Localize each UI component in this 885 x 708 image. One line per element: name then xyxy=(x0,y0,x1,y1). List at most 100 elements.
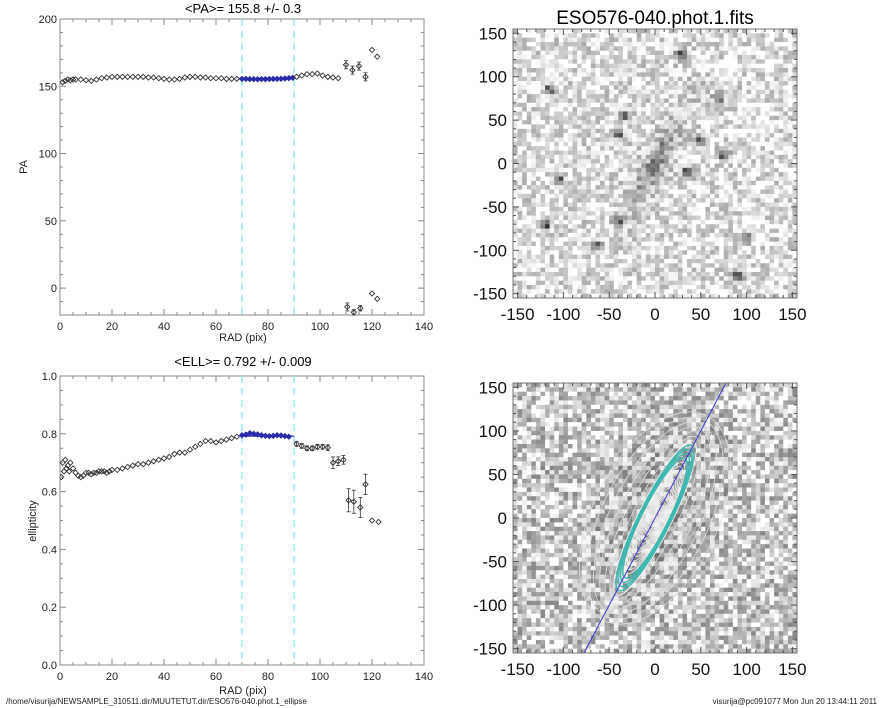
image-pixel xyxy=(549,50,555,56)
image-pixel xyxy=(760,215,766,221)
image-pixel xyxy=(572,276,578,282)
image-pixel xyxy=(632,228,638,234)
image-pixel xyxy=(682,185,688,190)
image-pixel xyxy=(517,124,523,130)
image-pixel xyxy=(774,137,780,143)
y-tick-label: 150 xyxy=(39,81,57,93)
image-pixel xyxy=(668,102,674,108)
image-pixel xyxy=(604,42,610,47)
image-pixel xyxy=(691,241,697,247)
image-pixel xyxy=(545,185,551,190)
image-pixel xyxy=(558,163,564,169)
image-pixel xyxy=(687,198,693,203)
image-pixel xyxy=(700,185,706,190)
image-pixel xyxy=(526,133,532,138)
image-pixel xyxy=(732,72,738,78)
image-pixel xyxy=(764,383,770,388)
image-pixel xyxy=(751,387,757,393)
image-pixel xyxy=(636,254,642,260)
image-pixel xyxy=(677,250,683,256)
image-pixel xyxy=(714,185,720,190)
image-pixel xyxy=(687,263,693,269)
image-pixel xyxy=(732,89,738,95)
image-pixel xyxy=(632,146,638,151)
image-pixel xyxy=(609,102,615,108)
image-pixel xyxy=(613,202,619,208)
image-pixel xyxy=(522,137,528,143)
image-pixel xyxy=(792,37,797,43)
data-point xyxy=(124,73,131,81)
image-pixel xyxy=(778,55,784,60)
image-pixel xyxy=(622,237,628,242)
image-pixel xyxy=(723,250,729,256)
image-pixel xyxy=(728,137,734,143)
image-pixel xyxy=(549,76,555,82)
image-pixel xyxy=(760,172,766,177)
image-pixel xyxy=(728,267,734,273)
image-pixel xyxy=(535,417,541,423)
image-pixel xyxy=(595,224,601,229)
image-pixel xyxy=(687,120,693,125)
image-pixel xyxy=(774,154,780,160)
image-pixel xyxy=(595,219,601,225)
image-pixel xyxy=(760,107,766,112)
image-pixel xyxy=(673,289,679,295)
image-pixel xyxy=(554,254,560,260)
image-pixel xyxy=(540,98,546,104)
image-pixel xyxy=(714,133,720,138)
image-pixel xyxy=(572,404,578,410)
data-point xyxy=(308,70,316,78)
image-pixel xyxy=(554,245,560,251)
image-pixel xyxy=(778,276,784,282)
image-pixel xyxy=(696,120,702,125)
image-pixel xyxy=(742,63,748,69)
image-pixel xyxy=(600,289,606,295)
image-pixel xyxy=(558,224,564,229)
image-pixel xyxy=(737,404,743,410)
image-pixel xyxy=(728,107,734,112)
image-pixel xyxy=(700,120,706,125)
image-pixel xyxy=(705,159,711,164)
image-pixel xyxy=(705,85,711,91)
image-pixel xyxy=(728,413,734,419)
image-pixel xyxy=(787,124,793,130)
image-pixel xyxy=(513,250,518,256)
image-pixel xyxy=(622,219,628,225)
image-pixel xyxy=(783,202,789,208)
image-pixel xyxy=(577,254,583,260)
image-pixel xyxy=(792,68,797,73)
image-pixel xyxy=(778,172,784,177)
image-pixel xyxy=(778,124,784,130)
image-pixel xyxy=(751,167,757,173)
data-point xyxy=(67,459,74,466)
image-pixel xyxy=(755,63,761,69)
data-point xyxy=(303,445,311,452)
image-pixel xyxy=(705,250,711,256)
image-pixel xyxy=(760,284,766,290)
image-pixel xyxy=(636,46,642,52)
image-pixel xyxy=(627,124,633,130)
image-pixel xyxy=(723,102,729,108)
image-pixel xyxy=(586,33,592,39)
image-pixel xyxy=(696,137,702,143)
image-pixel xyxy=(627,154,633,160)
image-pixel xyxy=(517,81,523,86)
image-pixel xyxy=(645,284,651,290)
image-pixel xyxy=(668,42,674,47)
image-pixel xyxy=(778,146,784,151)
image-pixel xyxy=(700,215,706,221)
image-pixel xyxy=(554,141,560,147)
image-pixel xyxy=(728,258,734,264)
image-pixel xyxy=(783,198,789,203)
image-pixel xyxy=(600,232,606,238)
image-pixel xyxy=(687,387,693,393)
image-pixel xyxy=(760,180,766,186)
image-pixel xyxy=(609,241,615,247)
image-pixel xyxy=(742,387,748,393)
image-pixel xyxy=(558,133,564,138)
image-pixel xyxy=(787,150,793,156)
image-pixel xyxy=(723,289,729,295)
image-pixel xyxy=(664,189,670,195)
image-pixel xyxy=(567,215,573,221)
image-pixel xyxy=(764,163,770,169)
